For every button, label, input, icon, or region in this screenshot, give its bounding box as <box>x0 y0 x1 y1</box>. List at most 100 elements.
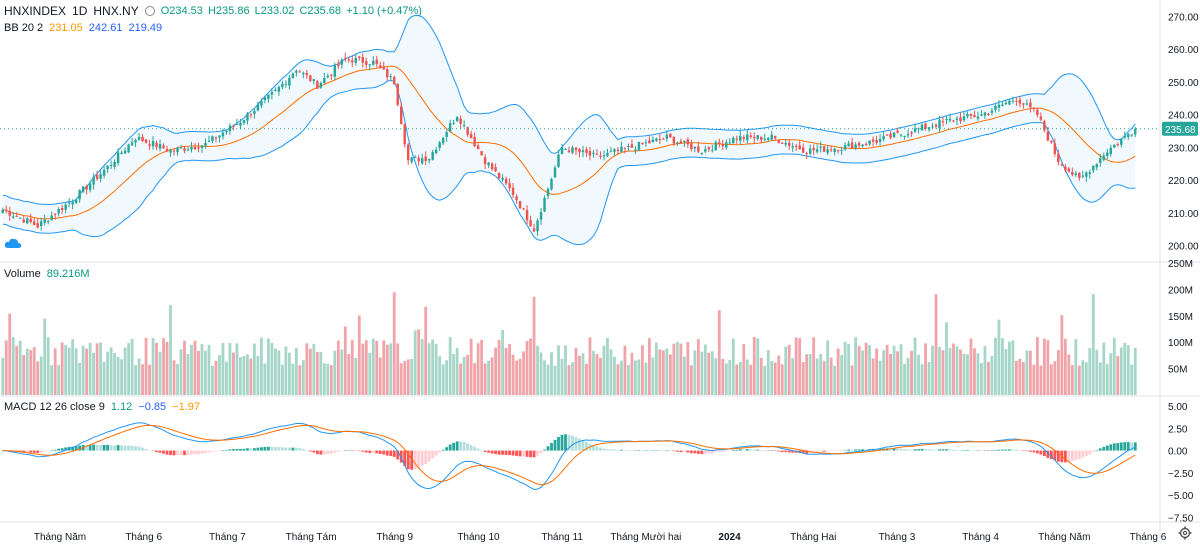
visibility-eye-icon[interactable] <box>144 6 155 16</box>
volume-bar <box>406 359 410 395</box>
volume-bar <box>808 354 812 395</box>
volume-bar <box>763 365 767 395</box>
candle-body <box>434 149 438 153</box>
candle-body <box>365 61 368 65</box>
candle-body <box>774 136 777 139</box>
volume-bar <box>350 340 354 395</box>
macd-histogram-bar <box>385 450 389 456</box>
volume-bar <box>123 347 127 395</box>
volume-bar <box>731 338 735 395</box>
volume-bar <box>53 348 57 395</box>
macd-histogram-bar <box>550 443 553 451</box>
candle-body <box>620 146 623 152</box>
macd-histogram-bar <box>1123 442 1127 451</box>
candle-body <box>497 172 501 179</box>
volume-bar <box>766 350 770 395</box>
candle-body <box>850 142 854 149</box>
volume-bar <box>385 344 389 395</box>
volume-tick-label: 250M <box>1168 259 1193 270</box>
macd-histogram-bar <box>714 450 718 453</box>
macd-histogram-bar <box>102 444 106 451</box>
macd-histogram-bar <box>826 450 830 452</box>
volume-bar <box>522 351 525 395</box>
macd-histogram-bar <box>553 439 557 451</box>
candle-body <box>969 113 973 116</box>
macd-histogram-bar <box>284 447 288 451</box>
volume-bar <box>228 343 232 395</box>
candle-body <box>630 144 634 148</box>
macd-histogram-bar <box>123 445 127 451</box>
volume-bar <box>854 337 858 395</box>
macd-histogram-bar <box>106 444 110 451</box>
macd-histogram-bar <box>529 450 532 458</box>
volume-bar <box>962 353 966 395</box>
volume-bar <box>462 356 466 395</box>
macd-histogram-bar <box>459 441 463 451</box>
macd-histogram-bar <box>155 450 158 453</box>
volume-bar <box>305 343 309 395</box>
volume-bar <box>1001 338 1004 395</box>
macd-histogram-bar <box>158 450 162 453</box>
bb-legend[interactable]: BB 20 2 231.05 242.61 219.49 <box>4 22 162 34</box>
volume-bar <box>857 345 861 395</box>
volume-bar <box>169 305 172 395</box>
macd-histogram-bar <box>763 450 767 451</box>
volume-bar <box>197 350 200 395</box>
volume-bar <box>829 357 833 395</box>
volume-bar <box>634 360 637 395</box>
candle-body <box>990 110 994 113</box>
macd-histogram-bar <box>749 449 753 451</box>
candle-body <box>679 141 683 144</box>
volume-bar <box>1067 354 1071 395</box>
candle-body <box>906 134 910 136</box>
macd-histogram-bar <box>368 450 372 454</box>
macd-histogram-bar <box>193 450 197 455</box>
candle-body <box>141 136 144 142</box>
interval-label[interactable]: 1D <box>72 4 88 18</box>
macd-legend[interactable]: MACD 12 26 close 9 1.12 −0.85 −1.97 <box>4 401 200 413</box>
volume-bar <box>826 340 830 395</box>
symbol-name[interactable]: HNXINDEX <box>4 4 67 18</box>
macd-histogram-bar <box>329 450 333 454</box>
volume-bar <box>784 346 788 395</box>
candle-body <box>861 144 864 147</box>
volume-bar <box>661 350 665 395</box>
volume-bar <box>106 351 110 395</box>
volume-bar <box>539 352 543 395</box>
price-tick-label: 230.00 <box>1168 143 1199 154</box>
macd-histogram-bar <box>592 445 595 451</box>
candle-body <box>718 142 721 144</box>
candle-body <box>756 135 759 139</box>
volume-bar <box>724 363 728 395</box>
macd-tick-label: 2.50 <box>1168 424 1188 435</box>
volume-bar <box>1004 348 1008 395</box>
volume-bar <box>721 358 725 395</box>
settings-gear-icon[interactable] <box>1178 526 1192 540</box>
candle-body <box>501 177 504 180</box>
volume-bar <box>445 360 449 395</box>
volume-bar <box>815 358 819 395</box>
volume-legend[interactable]: Volume 89.216M <box>4 268 90 280</box>
candle-body <box>927 127 931 130</box>
volume-bar <box>141 364 144 395</box>
macd-histogram-bar <box>854 449 858 451</box>
volume-bar <box>151 338 155 395</box>
macd-histogram-bar <box>144 448 148 451</box>
cloud-logo-icon[interactable] <box>4 236 22 255</box>
candle-body <box>917 128 920 130</box>
volume-bar <box>1116 356 1120 395</box>
volume-bar <box>186 354 190 395</box>
volume-bar <box>438 356 442 395</box>
volume-bar <box>973 348 976 395</box>
macd-histogram-bar <box>466 443 470 451</box>
macd-histogram-bar <box>661 450 665 451</box>
macd-tick-label: 5.00 <box>1168 402 1188 413</box>
volume-bar <box>966 354 969 395</box>
candle-body <box>539 212 543 220</box>
volume-bar <box>620 360 623 395</box>
volume-bar <box>1025 350 1029 395</box>
volume-bar <box>906 357 910 395</box>
candle-body <box>281 83 284 88</box>
candle-body <box>361 56 364 63</box>
